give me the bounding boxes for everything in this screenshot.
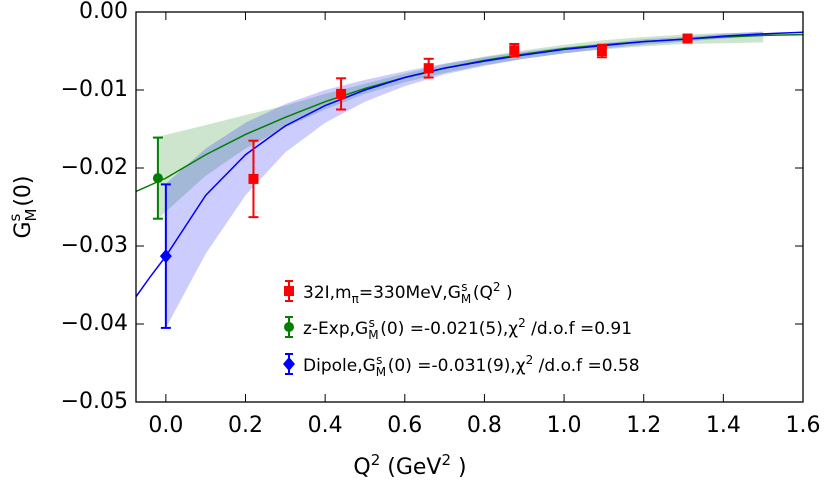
legend-part: ) — [501, 283, 513, 303]
legend-part: Dipole,G — [303, 356, 376, 376]
legend-part: M — [376, 365, 386, 379]
legend-part: 32I,m — [303, 283, 352, 303]
data-point — [423, 63, 434, 74]
x-tick-label: 0.6 — [387, 413, 422, 438]
x-axis-label: Q2 (GeV2 ) — [353, 451, 466, 480]
legend-label: z-Exp,GMs (0) =-0.021(5),χ2 /d.o.f =0.91 — [303, 316, 632, 342]
data-point — [596, 46, 607, 56]
legend-part: 2 — [526, 353, 534, 367]
legend-part: /d.o.f =0.58 — [533, 356, 639, 376]
data-point — [248, 173, 259, 184]
y-label-part: s — [6, 213, 24, 221]
x-label-part: Q — [353, 455, 370, 480]
x-label-part: (GeV — [380, 455, 441, 480]
fit-curve — [135, 31, 804, 298]
legend-label: 32I,mπ=330MeV,GMs (Q2 ) — [303, 280, 513, 306]
legend-part: s — [461, 280, 467, 294]
legend-part: 2 — [518, 316, 526, 330]
y-label-part: M — [22, 208, 40, 221]
x-label-part: ) — [451, 455, 467, 480]
x-label-part: 2 — [371, 451, 381, 469]
y-tick-label: −0.04 — [61, 311, 128, 336]
legend-marker — [284, 322, 294, 332]
legend-part: (0) =-0.031(9),χ — [382, 356, 525, 376]
legend-part: π — [352, 292, 359, 306]
legend-part: (Q — [468, 283, 493, 303]
legend-part: M — [368, 328, 378, 342]
x-tick-label: 1.4 — [706, 413, 741, 438]
legend-marker — [284, 286, 294, 296]
legend-part: 2 — [493, 280, 501, 294]
y-tick-label: −0.03 — [61, 233, 128, 258]
data-point — [509, 45, 520, 56]
y-tick-label: −0.05 — [61, 389, 128, 414]
data-point — [336, 88, 347, 99]
x-tick-label: 0.2 — [228, 413, 263, 438]
legend: 32I,mπ=330MeV,GMs (Q2 ) z-Exp,GMs (0) =-… — [283, 280, 640, 379]
legend-label: Dipole,GMs (0) =-0.031(9),χ2 /d.o.f =0.5… — [303, 353, 640, 379]
x-tick-label: 1.0 — [547, 413, 582, 438]
legend-part: M — [461, 292, 471, 306]
plot-area — [135, 31, 804, 329]
y-tick-label: −0.01 — [61, 77, 128, 102]
error-band — [157, 32, 764, 219]
axes-frame — [135, 11, 804, 403]
data-point — [682, 33, 693, 44]
y-label-part: (0) — [11, 176, 36, 214]
x-tick-label: 1.6 — [786, 413, 821, 438]
data-point — [152, 173, 163, 184]
y-label-part: G — [11, 221, 36, 238]
legend-part: z-Exp,G — [303, 319, 368, 339]
y-axis-label: GMs (0) — [6, 176, 40, 239]
x-tick-label: 1.2 — [626, 413, 661, 438]
legend-part: =330MeV,G — [359, 283, 461, 303]
legend-part: (0) =-0.021(5),χ — [375, 319, 518, 339]
legend-part: s — [369, 316, 375, 330]
legend-marker — [283, 357, 295, 371]
legend-part: s — [376, 353, 382, 367]
y-tick-label: −0.02 — [61, 155, 128, 180]
y-tick-label: 0.00 — [79, 0, 128, 24]
x-tick-label: 0.8 — [467, 413, 502, 438]
x-tick-label: 0.0 — [148, 413, 183, 438]
data-point — [159, 249, 172, 264]
x-tick-label: 0.4 — [308, 413, 343, 438]
legend-part: /d.o.f =0.91 — [526, 319, 632, 339]
x-label-part: 2 — [441, 451, 451, 469]
